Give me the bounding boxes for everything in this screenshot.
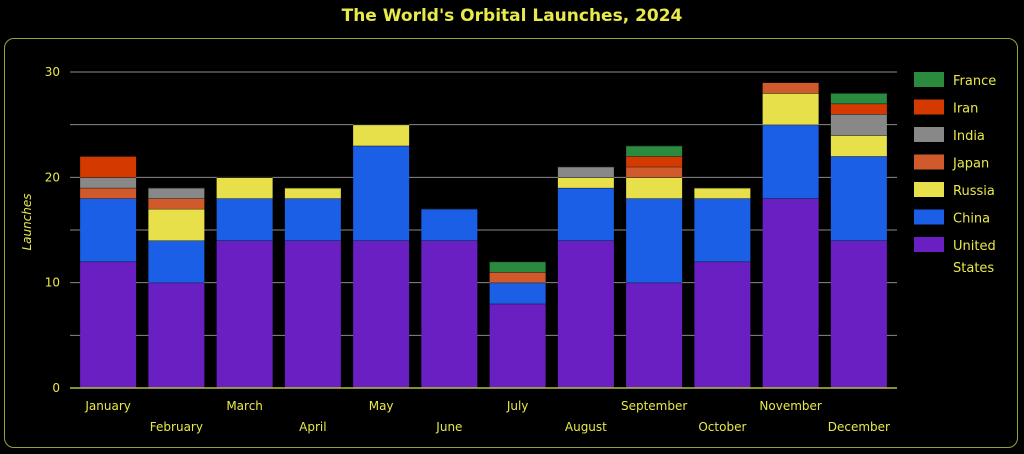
legend-swatch (914, 182, 944, 197)
bar-china-august (557, 187, 614, 241)
legend-swatch (914, 127, 944, 142)
bar-china-october (694, 198, 751, 262)
y-axis-label: Launches (20, 193, 34, 250)
legend-swatch (914, 72, 944, 87)
legend-label: Japan (952, 157, 989, 172)
bar-russia-november (762, 93, 819, 125)
bar-united-states-november (762, 198, 819, 388)
bar-russia-october (694, 187, 751, 199)
x-tick-label: August (565, 420, 607, 434)
bar-russia-may (353, 124, 410, 146)
bar-united-states-may (353, 240, 410, 388)
legend-swatch (914, 154, 944, 170)
bar-iran-january (80, 156, 137, 178)
bar-united-states-september (626, 282, 683, 388)
x-tick-label: January (84, 399, 131, 413)
bar-united-states-august (557, 240, 614, 388)
bar-united-states-july (489, 303, 546, 388)
bar-united-states-april (284, 240, 341, 388)
bar-japan-november (762, 82, 819, 94)
bar-united-states-january (80, 261, 137, 388)
bar-china-july (489, 282, 546, 304)
bar-india-february (148, 187, 205, 199)
x-tick-label: March (226, 399, 263, 413)
legend: France Iran India Japan Russia China United Sta… (914, 72, 996, 276)
x-tick-label: July (506, 399, 529, 413)
bar-iran-september (626, 156, 683, 167)
bar-japan-july (489, 272, 546, 283)
bar-china-may (353, 145, 410, 241)
bar-india-august (557, 166, 614, 178)
x-tick-label: May (369, 399, 394, 413)
bar-united-states-december (830, 240, 887, 388)
legend-label: China (953, 212, 990, 227)
bar-russia-march (216, 177, 273, 199)
legend-label: India (953, 129, 985, 144)
y-tick-label: 0 (52, 381, 60, 395)
x-tick-label: September (621, 399, 687, 413)
bar-united-states-february (148, 282, 205, 388)
legend-label: Iran (953, 102, 978, 117)
x-tick-label: November (759, 399, 821, 413)
bar-india-january (80, 177, 137, 188)
legend-label: United States (953, 239, 996, 276)
x-tick-label: June (435, 420, 462, 434)
bar-united-states-june (421, 240, 478, 388)
bar-china-february (148, 240, 205, 283)
x-tick-label: April (299, 420, 326, 434)
y-tick-label: 10 (45, 276, 60, 290)
bar-japan-september (626, 166, 683, 178)
axes: 0 10 20 30 Launches January February March April… (20, 65, 897, 434)
bar-india-december (830, 114, 887, 136)
grid-lines (70, 71, 897, 336)
bar-japan-january (80, 187, 137, 199)
legend-label: Russia (953, 184, 995, 199)
bar-russia-december (830, 135, 887, 157)
bar-russia-april (284, 187, 341, 199)
bar-japan-february (148, 198, 205, 209)
legend-swatch (914, 99, 944, 115)
bar-france-july (489, 261, 546, 273)
bar-russia-september (626, 177, 683, 199)
bar-china-january (80, 198, 137, 262)
bar-russia-february (148, 208, 205, 241)
legend-swatch (914, 237, 944, 252)
bars (80, 82, 887, 388)
bar-russia-august (557, 177, 614, 188)
bar-china-november (762, 124, 819, 199)
legend-label: France (953, 74, 996, 89)
bar-france-december (830, 93, 887, 104)
x-tick-label: October (698, 420, 746, 434)
y-tick-label: 20 (45, 170, 60, 184)
x-tick-label: February (150, 420, 203, 434)
y-tick-label: 30 (45, 65, 60, 79)
bar-iran-december (830, 103, 887, 115)
chart-frame (4, 38, 1018, 448)
bar-united-states-october (694, 261, 751, 388)
bar-china-april (284, 198, 341, 241)
bar-china-september (626, 198, 683, 283)
chart-title: The World's Orbital Launches, 2024 (341, 6, 683, 26)
bar-china-june (421, 208, 478, 241)
bar-united-states-march (216, 240, 273, 388)
bar-china-march (216, 198, 273, 241)
bar-china-december (830, 156, 887, 241)
bar-france-september (626, 145, 683, 157)
x-tick-label: December (828, 420, 890, 434)
legend-swatch (914, 209, 944, 225)
